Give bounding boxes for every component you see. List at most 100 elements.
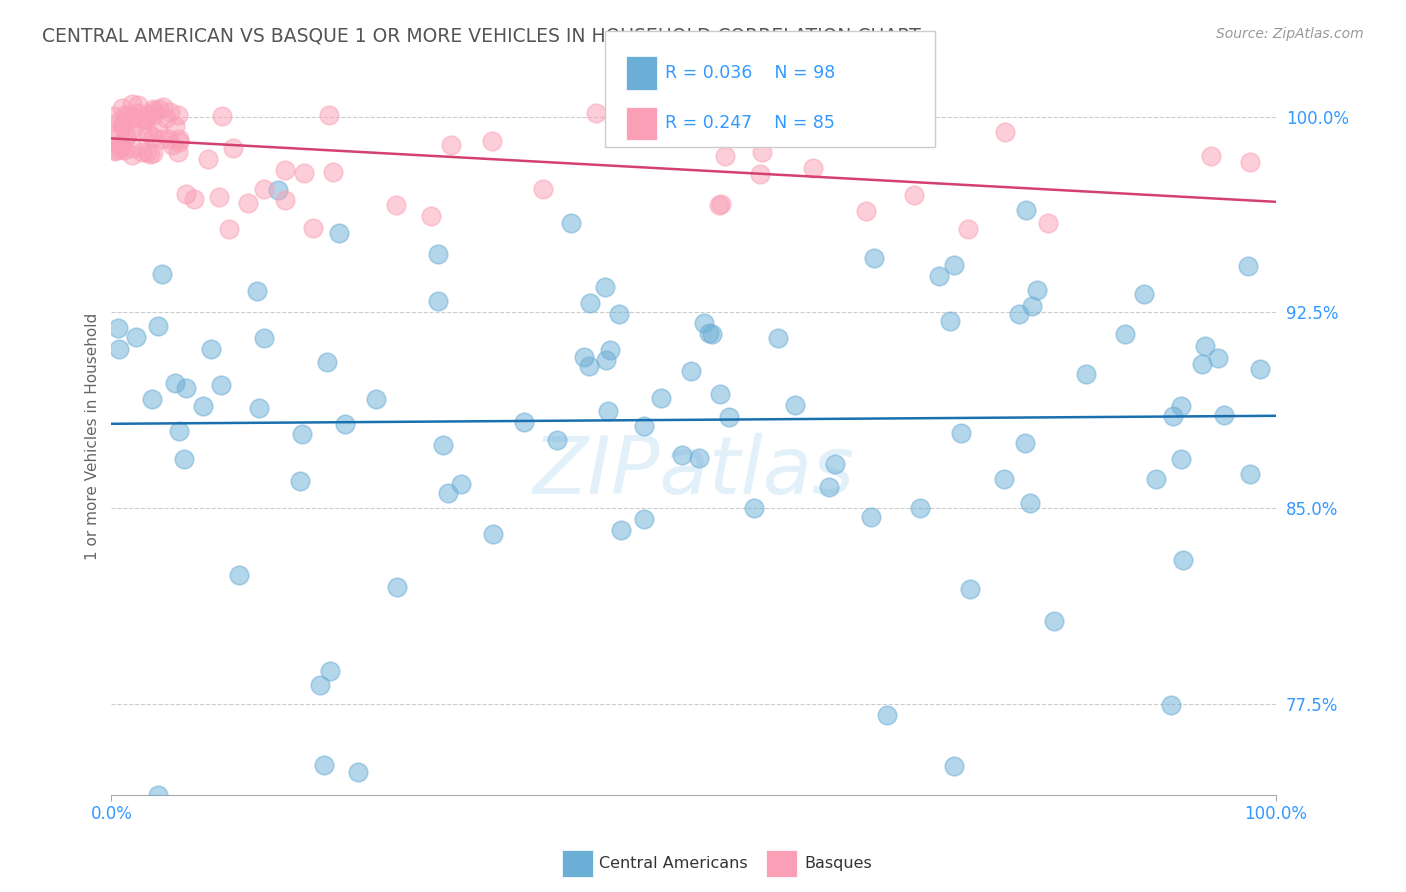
- Point: [1160, 698, 1182, 712]
- Point: [943, 258, 966, 272]
- Text: Basques: Basques: [804, 856, 872, 871]
- Point: [1144, 472, 1167, 486]
- Point: [598, 404, 620, 418]
- Point: [319, 664, 342, 678]
- Point: [1191, 357, 1213, 371]
- Point: [943, 758, 966, 772]
- Point: [125, 330, 148, 344]
- Point: [610, 523, 633, 537]
- Point: [155, 111, 177, 125]
- Point: [163, 376, 186, 390]
- Point: [104, 143, 127, 157]
- Point: [1236, 259, 1258, 273]
- Point: [114, 108, 136, 122]
- Point: [294, 166, 316, 180]
- Point: [104, 144, 127, 158]
- Point: [432, 438, 454, 452]
- Point: [136, 127, 159, 141]
- Point: [107, 115, 129, 129]
- Point: [211, 109, 233, 123]
- Text: Source: ZipAtlas.com: Source: ZipAtlas.com: [1216, 27, 1364, 41]
- Point: [426, 247, 449, 261]
- Point: [1249, 362, 1271, 376]
- Point: [167, 135, 190, 149]
- Point: [688, 450, 710, 465]
- Point: [1008, 307, 1031, 321]
- Point: [218, 222, 240, 236]
- Point: [1212, 408, 1234, 422]
- Point: [956, 222, 979, 236]
- Point: [121, 148, 143, 162]
- Point: [1076, 367, 1098, 381]
- Point: [1194, 339, 1216, 353]
- Point: [142, 102, 165, 116]
- Point: [742, 501, 765, 516]
- Point: [450, 476, 472, 491]
- Point: [437, 486, 460, 500]
- Point: [112, 120, 135, 135]
- Point: [1170, 399, 1192, 413]
- Point: [693, 316, 716, 330]
- Point: [136, 107, 159, 121]
- Point: [302, 220, 325, 235]
- Point: [803, 161, 825, 176]
- Point: [579, 295, 602, 310]
- Point: [650, 391, 672, 405]
- Point: [783, 399, 806, 413]
- Point: [103, 109, 125, 123]
- Point: [928, 268, 950, 283]
- Point: [146, 123, 169, 137]
- Point: [679, 364, 702, 378]
- Point: [950, 426, 973, 441]
- Point: [481, 134, 503, 148]
- Point: [824, 457, 846, 471]
- Point: [595, 353, 617, 368]
- Point: [274, 163, 297, 178]
- Point: [1042, 614, 1064, 628]
- Point: [766, 331, 789, 345]
- Point: [1161, 409, 1184, 424]
- Point: [288, 474, 311, 488]
- Point: [709, 387, 731, 401]
- Point: [166, 145, 188, 160]
- Point: [607, 307, 630, 321]
- Point: [267, 183, 290, 197]
- Point: [211, 378, 233, 392]
- Point: [572, 351, 595, 365]
- Point: [156, 132, 179, 146]
- Point: [111, 118, 134, 132]
- Point: [191, 399, 214, 413]
- Point: [159, 105, 181, 120]
- Point: [1171, 553, 1194, 567]
- Point: [273, 193, 295, 207]
- Point: [1025, 283, 1047, 297]
- Point: [749, 167, 772, 181]
- Point: [903, 187, 925, 202]
- Point: [1239, 467, 1261, 481]
- Point: [316, 354, 339, 368]
- Point: [671, 448, 693, 462]
- Point: [247, 401, 270, 415]
- Point: [125, 106, 148, 120]
- Point: [1239, 154, 1261, 169]
- Point: [197, 153, 219, 167]
- Point: [127, 98, 149, 112]
- Point: [200, 343, 222, 357]
- Point: [176, 381, 198, 395]
- Point: [101, 128, 124, 143]
- Text: R = 0.036    N = 98: R = 0.036 N = 98: [665, 64, 835, 82]
- Point: [107, 321, 129, 335]
- Point: [253, 182, 276, 196]
- Point: [228, 568, 250, 582]
- Point: [166, 108, 188, 122]
- Point: [420, 209, 443, 223]
- Point: [167, 424, 190, 438]
- Point: [578, 359, 600, 373]
- Point: [318, 108, 340, 122]
- Point: [633, 512, 655, 526]
- Point: [439, 137, 461, 152]
- Point: [1133, 286, 1156, 301]
- Point: [546, 433, 568, 447]
- Point: [482, 527, 505, 541]
- Point: [740, 115, 762, 129]
